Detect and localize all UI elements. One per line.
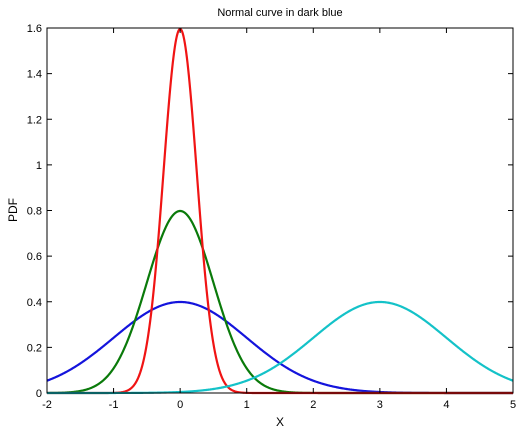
y-tick-label: 1.2 bbox=[27, 114, 42, 126]
y-axis: 0 0.2 0.4 0.6 0.8 1 1.2 1.4 1.6 bbox=[27, 23, 513, 400]
series-line-1 bbox=[46, 300, 514, 395]
y-tick-label: 1 bbox=[36, 160, 42, 172]
series-line-4 bbox=[46, 300, 514, 395]
y-tick-label: 0.8 bbox=[27, 206, 42, 218]
x-tick-label: 1 bbox=[244, 399, 250, 411]
x-tick-label: -2 bbox=[42, 399, 52, 411]
x-tick-label: 3 bbox=[377, 399, 383, 411]
x-axis: -2 -1 0 1 2 3 4 5 bbox=[42, 28, 516, 411]
x-tick-label: 4 bbox=[443, 399, 449, 411]
y-tick-label: 0.6 bbox=[27, 251, 42, 263]
y-tick-label: 1.6 bbox=[27, 23, 42, 35]
y-tick-label: 0.2 bbox=[27, 342, 42, 354]
plot-frame bbox=[46, 27, 514, 394]
y-axis-label: PDF bbox=[6, 198, 20, 222]
series-line-2 bbox=[46, 209, 514, 395]
y-tick-label: 0 bbox=[36, 388, 42, 400]
x-tick-label: 5 bbox=[510, 399, 516, 411]
y-tick-label: 0.4 bbox=[27, 297, 42, 309]
curves-group bbox=[46, 27, 514, 395]
x-tick-label: -1 bbox=[109, 399, 119, 411]
chart-title: Normal curve in dark blue bbox=[217, 7, 342, 19]
x-tick-label: 0 bbox=[177, 399, 183, 411]
y-tick-label: 1.4 bbox=[27, 69, 42, 81]
series-line-3 bbox=[46, 27, 514, 395]
x-axis-label: X bbox=[276, 415, 284, 429]
x-tick-label: 2 bbox=[310, 399, 316, 411]
